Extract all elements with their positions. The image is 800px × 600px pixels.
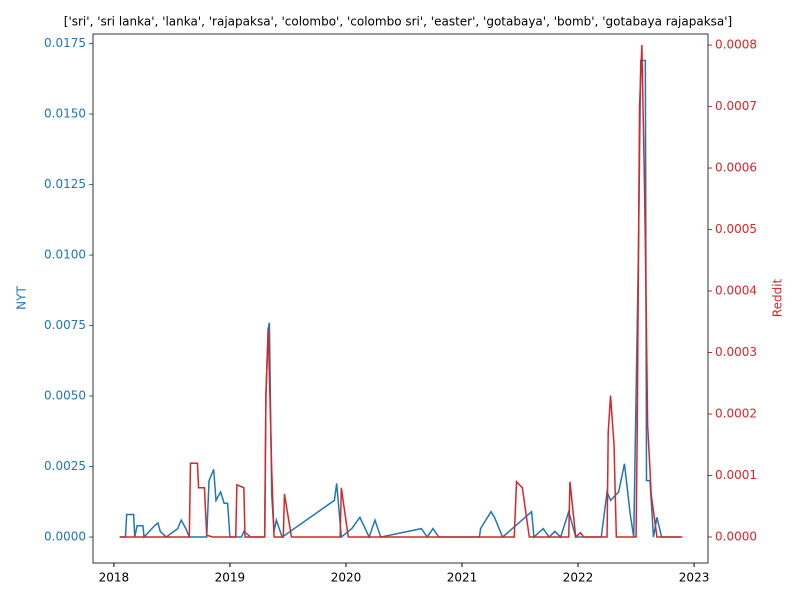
y2-tick-label: 0.0008: [715, 38, 757, 52]
y-tick-label: 0.0100: [44, 248, 86, 262]
y2-tick-label: 0.0002: [715, 407, 757, 421]
y-tick-label: 0.0000: [44, 530, 86, 544]
y-tick-label: 0.0150: [44, 107, 86, 121]
series-line: [119, 45, 683, 539]
y2-axis-label: Reddit: [771, 278, 785, 317]
x-tick-label: 2020: [331, 571, 362, 585]
y2-tick-label: 0.0004: [715, 284, 757, 298]
y-tick-label: 0.0050: [44, 389, 86, 403]
y2-tick-label: 0.0005: [715, 222, 757, 236]
x-tick-label: 2023: [679, 571, 710, 585]
y2-tick-label: 0.0007: [715, 99, 757, 113]
plot-frame: [92, 33, 709, 564]
x-tick-label: 2018: [99, 571, 130, 585]
y2-tick-label: 0.0001: [715, 468, 757, 482]
y-tick-label: 0.0125: [44, 177, 86, 191]
series-line: [119, 59, 681, 540]
x-tick-label: 2021: [447, 571, 478, 585]
y-tick-label: 0.0175: [44, 36, 86, 50]
y-tick-label: 0.0025: [44, 459, 86, 473]
y2-tick-label: 0.0006: [715, 161, 757, 175]
y2-tick-label: 0.0003: [715, 345, 757, 359]
chart-title: ['sri', 'sri lanka', 'lanka', 'rajapaksa…: [64, 15, 732, 29]
y-axis-label: NYT: [15, 286, 29, 310]
y2-tick-label: 0.0000: [715, 529, 757, 543]
y-tick-label: 0.0075: [44, 318, 86, 332]
x-tick-label: 2019: [215, 571, 246, 585]
x-tick-label: 2022: [563, 571, 594, 585]
